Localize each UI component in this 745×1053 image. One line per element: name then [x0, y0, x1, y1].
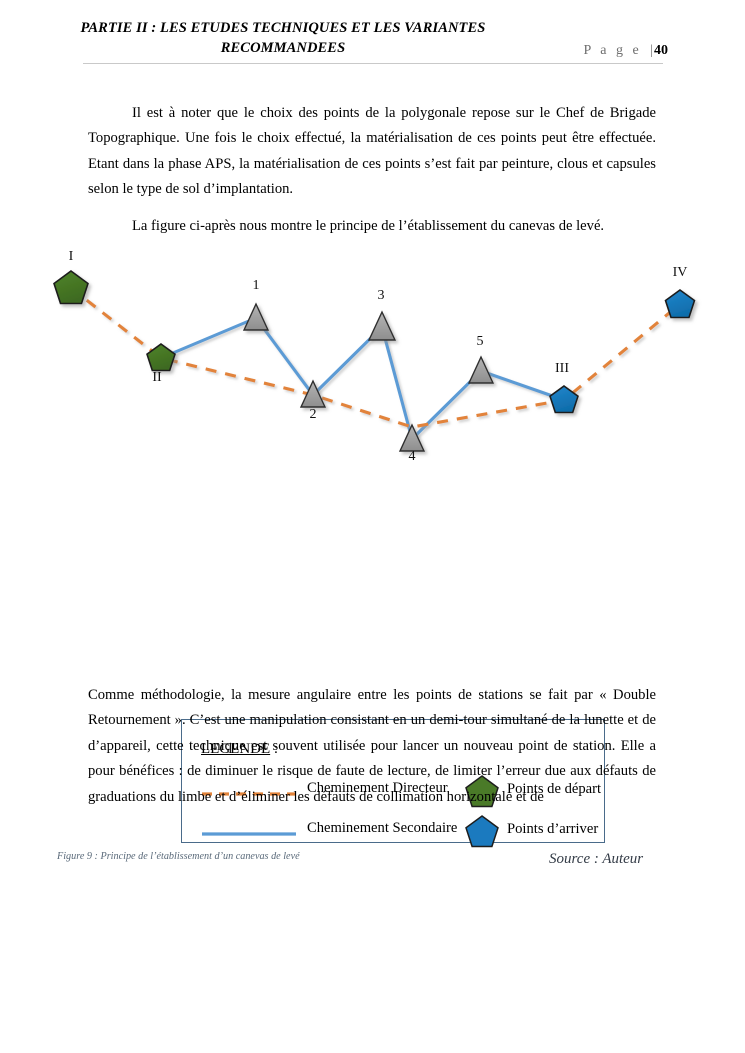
legend-label-points-d-arriver: Points d’arriver: [507, 821, 599, 837]
solid-blue-line-icon: [202, 832, 296, 836]
figure-canevas-de-leve: I II III IV 1 2 3 4 5 LEGENDE : Cheminem…: [0, 240, 745, 867]
legend-label-points-de-depart: Points de départ: [507, 781, 602, 797]
figure-caption: Figure 9 : Principe de l’établissement d…: [57, 851, 300, 862]
pentagon-marker-II: [146, 343, 176, 372]
page-header: PARTIE II : LES ETUDES TECHNIQUES ET LES…: [0, 0, 745, 70]
pentagon-marker-I: [53, 270, 89, 305]
node-label-II: II: [152, 370, 162, 385]
triangle-marker-2: [299, 379, 327, 408]
cheminement-directeur-polyline: [70, 286, 681, 429]
legend-label-cheminement-directeur: Cheminement Directeur: [307, 780, 448, 796]
node-label-III: III: [555, 361, 569, 376]
legend-title-word: LEGENDE: [201, 741, 271, 757]
node-label-4: 4: [408, 449, 416, 464]
legend-title-suffix: :: [270, 741, 279, 757]
cheminement-secondaire-polyline: [159, 316, 566, 441]
paragraph-polygonale: Il est à noter que le choix des points d…: [88, 104, 656, 198]
green-pentagon-icon: [465, 775, 499, 808]
legend-label-cheminement-secondaire: Cheminement Secondaire: [307, 820, 458, 836]
triangle-marker-3: [367, 310, 397, 341]
triangle-marker-1: [242, 302, 270, 331]
station-triangle-markers: [242, 302, 495, 452]
node-label-I: I: [68, 249, 74, 264]
header-title: PARTIE II : LES ETUDES TECHNIQUES ET LES…: [80, 20, 486, 56]
page-number-value: 40: [654, 43, 668, 58]
pentagon-marker-III: [549, 385, 579, 414]
node-label-3: 3: [377, 288, 385, 303]
canevas-diagram-svg: [53, 270, 696, 452]
node-label-1: 1: [252, 278, 260, 293]
arrival-pentagon-markers: [549, 289, 696, 414]
header-divider-rule: [83, 63, 663, 64]
page-number-indicator: P a g e |40: [583, 43, 668, 59]
triangle-marker-4: [398, 423, 426, 452]
departure-pentagon-markers: [53, 270, 176, 372]
node-label-IV: IV: [672, 265, 688, 280]
legend-title: LEGENDE :: [201, 741, 278, 758]
paragraph-double-retournement: Comme méthodologie, la mesure angulaire …: [88, 686, 656, 805]
node-label-5: 5: [476, 334, 484, 349]
paragraph-figure-intro: La figure ci-après nous montre le princi…: [132, 217, 605, 234]
blue-pentagon-icon: [465, 815, 499, 848]
triangle-marker-5: [467, 355, 495, 384]
pentagon-marker-IV: [664, 289, 696, 319]
legend-box: LEGENDE : Cheminement Directeur Cheminem…: [181, 719, 605, 848]
page-separator: |: [650, 43, 653, 58]
figure-source: Source : Auteur: [549, 851, 644, 867]
page-word-label: P a g e: [583, 43, 649, 58]
node-label-2: 2: [309, 407, 317, 422]
